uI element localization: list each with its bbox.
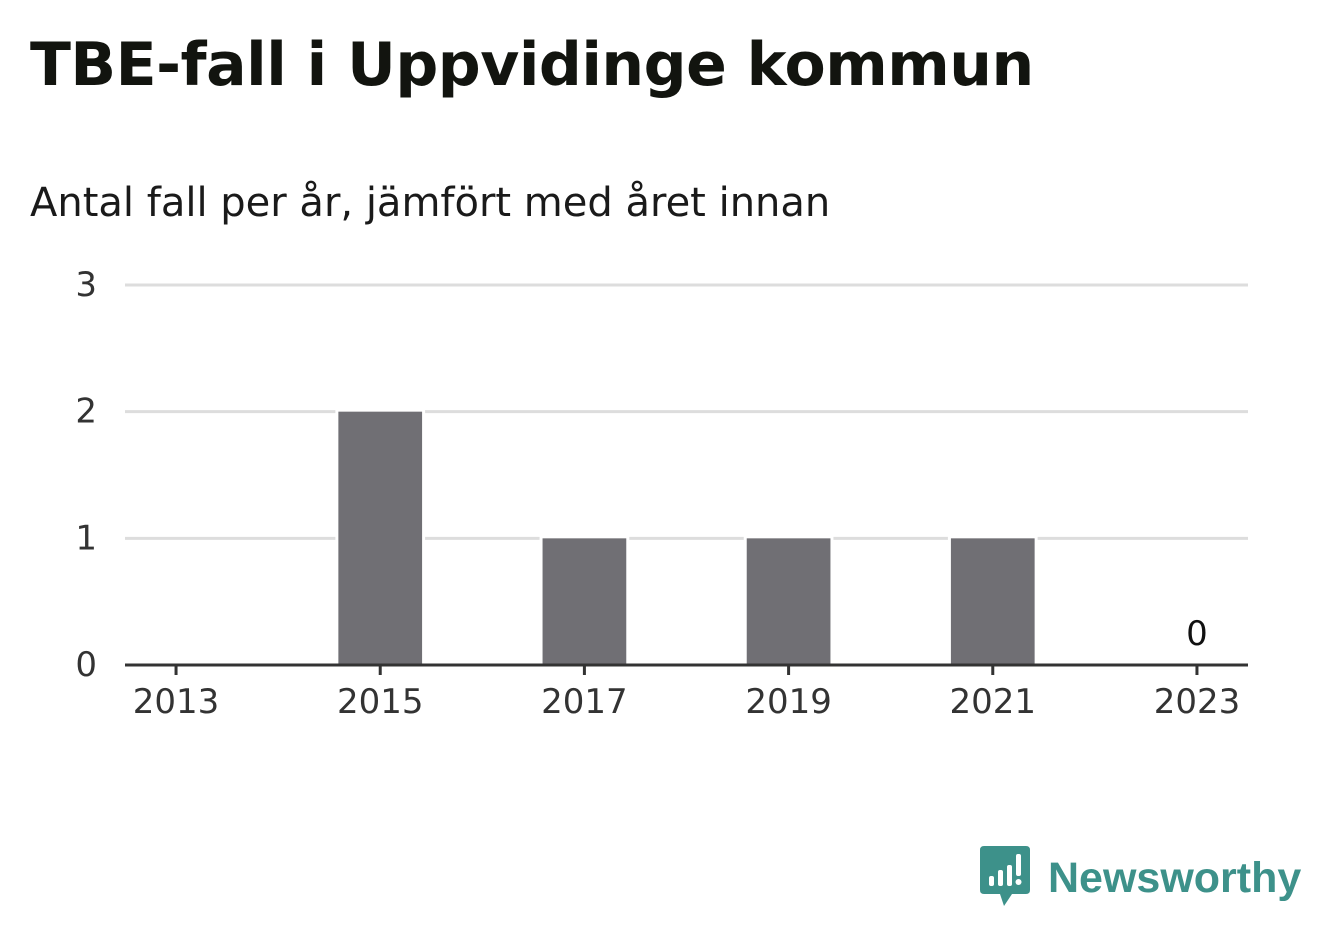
chart-subtitle: Antal fall per år, jämfört med året inna… xyxy=(30,180,831,226)
bar-2021 xyxy=(950,538,1035,665)
y-tick-label: 2 xyxy=(75,392,97,432)
y-tick-label: 0 xyxy=(75,645,97,685)
newsworthy-logo: Newsworthy xyxy=(980,846,1301,910)
x-tick-label: 2021 xyxy=(950,682,1037,722)
x-tick-label: 2013 xyxy=(133,682,220,722)
y-tick-label: 3 xyxy=(75,265,97,305)
bar-2019 xyxy=(746,538,831,665)
bar-2015 xyxy=(338,411,423,665)
x-tick-label: 2019 xyxy=(745,682,832,722)
data-label: 0 xyxy=(1186,614,1208,654)
bar-chart: 0 1 2 3 0 2013 2015 2017 2019 2021 2023 xyxy=(75,265,1248,722)
y-tick-label: 1 xyxy=(75,518,97,558)
bar-2017 xyxy=(542,538,627,665)
chart-title: TBE-fall i Uppvidinge kommun xyxy=(30,30,1034,100)
x-tick-label: 2023 xyxy=(1154,682,1241,722)
brand-name: Newsworthy xyxy=(1048,853,1302,902)
newsworthy-logo-icon xyxy=(980,846,1030,906)
x-tick-label: 2015 xyxy=(337,682,424,722)
x-tick-label: 2017 xyxy=(541,682,628,722)
